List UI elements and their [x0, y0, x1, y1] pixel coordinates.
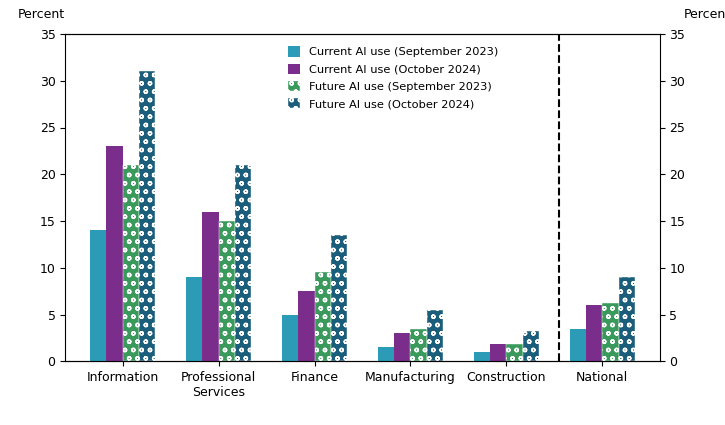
Legend: Current AI use (September 2023), Current AI use (October 2024), Future AI use (S: Current AI use (September 2023), Current… — [285, 43, 502, 113]
Bar — [107, 146, 123, 361]
Bar — [618, 277, 635, 361]
Bar — [490, 344, 506, 361]
Bar — [282, 314, 298, 361]
Bar — [139, 71, 155, 361]
Bar — [219, 221, 235, 361]
Bar — [473, 352, 490, 361]
Bar — [235, 165, 252, 361]
Bar — [394, 333, 410, 361]
Bar — [586, 305, 602, 361]
Bar — [523, 332, 539, 361]
Bar — [331, 235, 347, 361]
Bar — [186, 277, 202, 361]
Bar — [427, 310, 443, 361]
Bar — [410, 329, 427, 361]
Bar — [123, 165, 139, 361]
Bar — [202, 212, 219, 361]
Bar — [378, 347, 394, 361]
Bar — [602, 303, 618, 361]
Bar — [570, 329, 586, 361]
Bar — [506, 344, 523, 361]
Bar — [90, 230, 107, 361]
Text: Percent: Percent — [17, 8, 65, 21]
Bar — [315, 272, 331, 361]
Bar — [298, 291, 315, 361]
Text: Percent: Percent — [684, 8, 725, 21]
